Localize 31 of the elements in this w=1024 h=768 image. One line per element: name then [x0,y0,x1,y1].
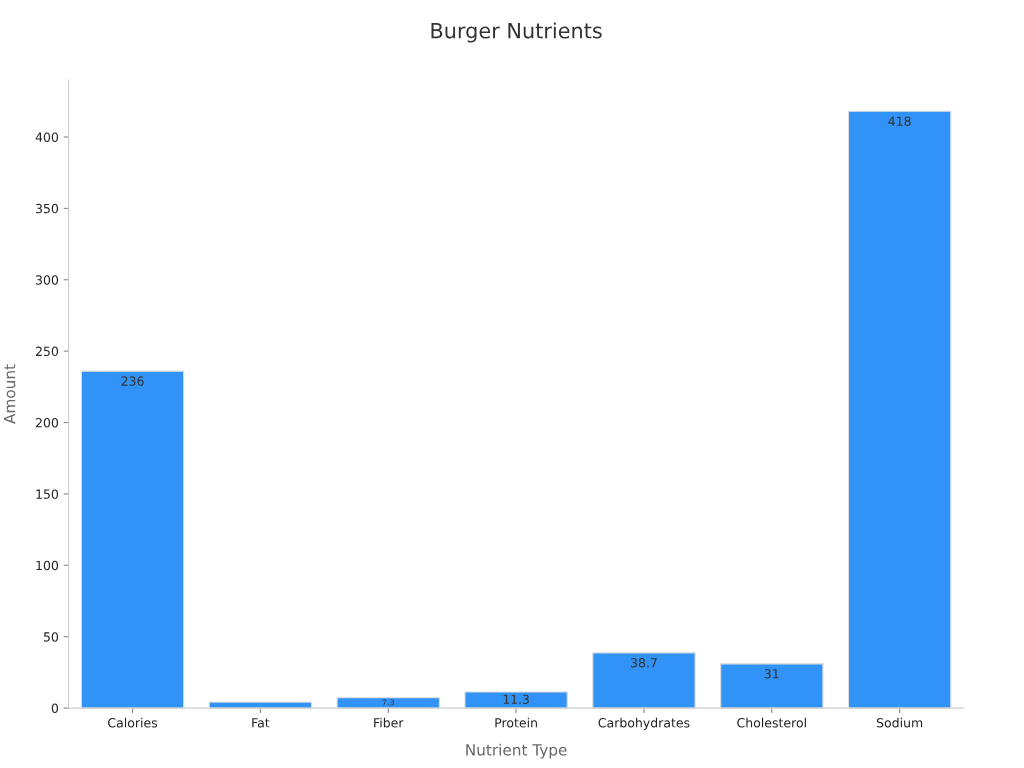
bar [720,663,824,709]
y-tick-label: 0 [51,703,59,714]
x-tick-label: Calories [108,717,158,728]
y-tick-label: 200 [35,418,59,428]
data-label: 31 [764,669,779,679]
bar [592,652,696,709]
y-tick-label: 100 [36,560,59,571]
data-label: 236 [121,376,144,386]
bar [464,691,568,709]
data-label: 38.7 [630,658,657,668]
bar [80,370,185,709]
bar [208,701,313,709]
x-axis-title: Nutrient Type [466,743,567,759]
y-tick-label: 400 [35,132,59,142]
y-axis-title: Amount [4,364,16,424]
bar [847,110,952,709]
y-tick-label: 350 [35,203,59,214]
bar [336,697,440,709]
y-tick-label: 300 [35,275,59,285]
chart-title: Burger Nutrients [431,22,602,43]
data-label: 11.3 [503,694,529,704]
x-tick-label: Fat [252,718,270,728]
x-tick-label: Fiber [374,717,404,728]
x-tick-label: Protein [495,717,537,728]
y-tick-label: 150 [36,489,59,499]
x-tick-label: Sodium [876,717,923,728]
y-tick-label: 250 [35,346,59,357]
data-label: 418 [888,116,911,126]
y-tick-label: 50 [43,632,59,642]
x-tick-label: Cholesterol [737,717,806,728]
x-tick-label: Carbohydrates [598,717,690,730]
